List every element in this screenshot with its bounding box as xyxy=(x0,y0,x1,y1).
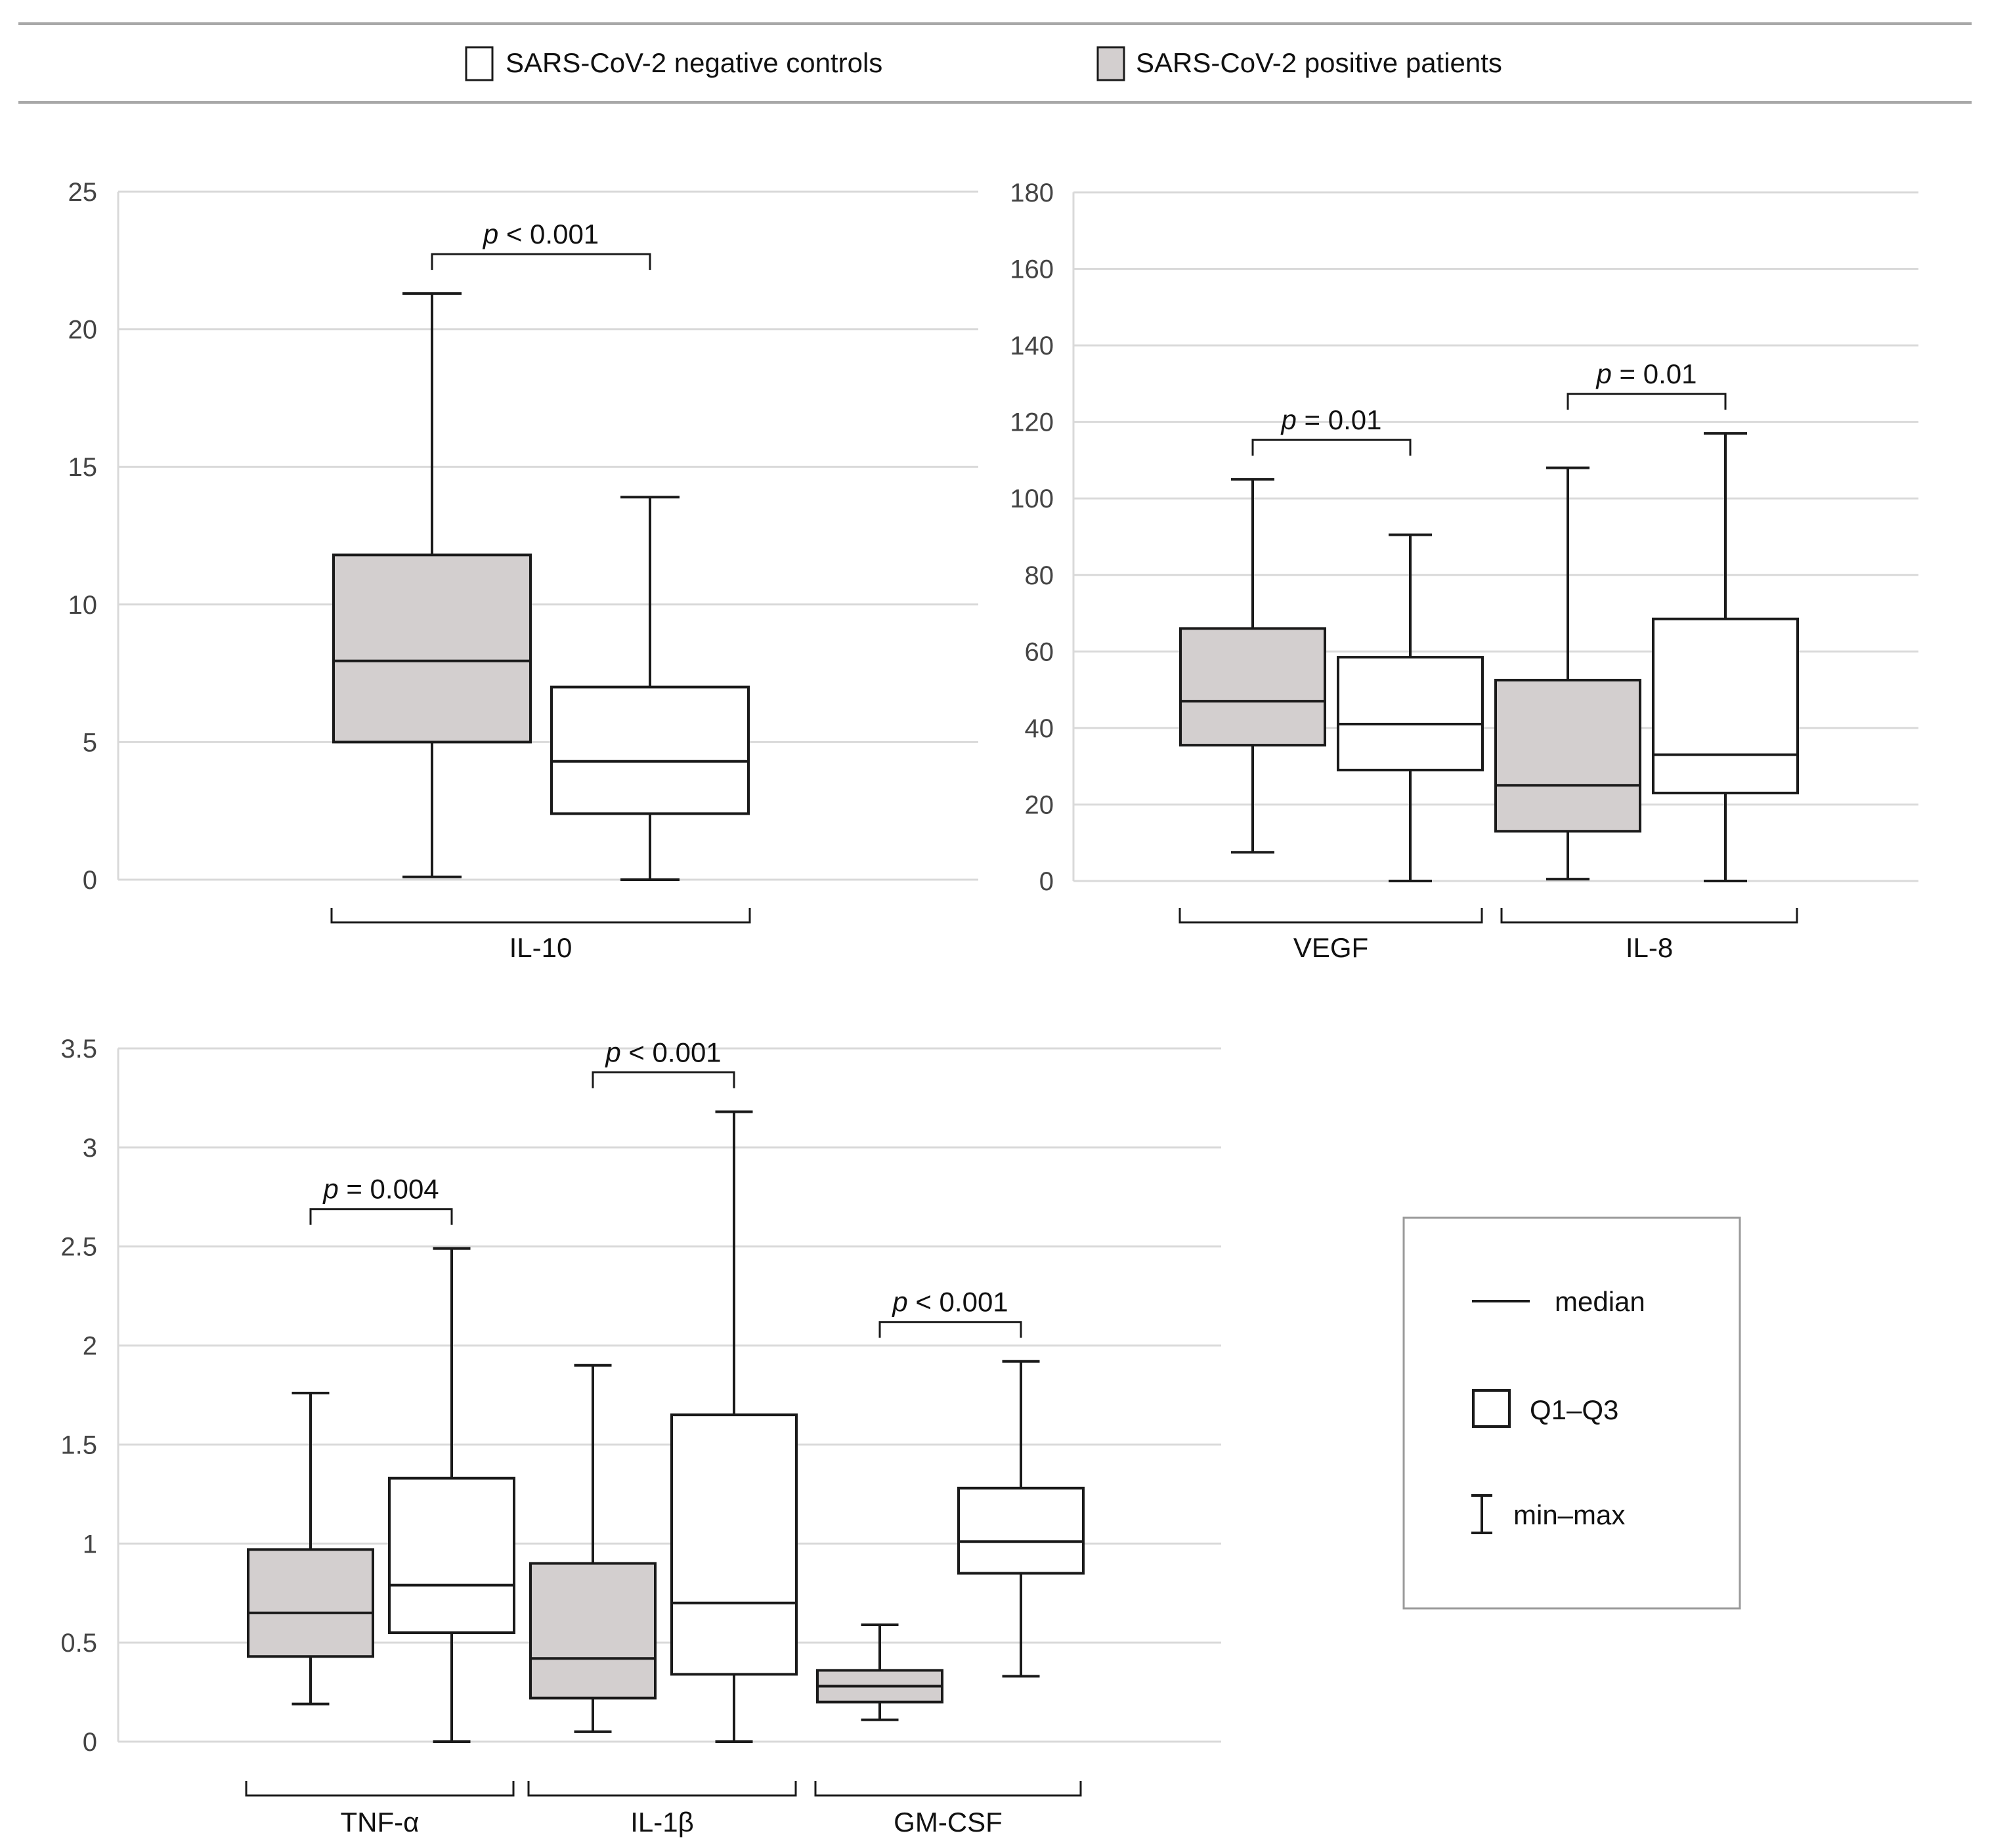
box-positive xyxy=(816,1623,943,1721)
group-IL-8: p = 0.01 IL-8 xyxy=(1494,358,1799,963)
top-legend: SARS-CoV-2 negative controls SARS-CoV-2 … xyxy=(18,22,1972,104)
category-bracket xyxy=(245,1781,515,1797)
iqr-box xyxy=(957,1486,1085,1575)
box-positive xyxy=(1179,478,1326,854)
panel-tnf-il1b-gmcsf: 0 0.5 1 1.5 2 2.5 3 3.5 p = 0.004 TNF-α p < 0.001 I… xyxy=(60,1035,1221,1837)
box-negative xyxy=(670,1110,798,1743)
box-negative xyxy=(1337,533,1484,882)
pvalue-bracket xyxy=(309,1208,453,1225)
y-tick-label: 40 xyxy=(1025,714,1054,743)
box-positive xyxy=(1494,466,1641,881)
legend-label-positive: SARS-CoV-2 positive patients xyxy=(1136,47,1502,78)
box-positive xyxy=(529,1364,657,1733)
iqr-box xyxy=(1337,656,1484,771)
y-tick-label: 1.5 xyxy=(60,1430,97,1459)
iqr-box xyxy=(550,685,750,815)
y-tick-label: 0 xyxy=(1039,867,1054,896)
group-IL-10: p < 0.001 IL-10 xyxy=(330,219,751,963)
y-tick-label: 2 xyxy=(83,1332,97,1361)
category-label: TNF-α xyxy=(341,1807,420,1837)
key-label-iqr: Q1–Q3 xyxy=(1530,1394,1618,1425)
pvalue-bracket xyxy=(1567,393,1727,410)
y-tick-label: 20 xyxy=(1025,790,1054,819)
pvalue-bracket xyxy=(1251,439,1412,456)
category-bracket xyxy=(1179,908,1483,924)
legend-label-negative: SARS-CoV-2 negative controls xyxy=(506,47,882,78)
y-tick-label: 0 xyxy=(83,1728,97,1757)
iqr-box xyxy=(1494,679,1641,833)
y-tick-label: 20 xyxy=(68,316,98,345)
y-tick-label: 1 xyxy=(83,1530,97,1558)
pvalue-bracket xyxy=(431,253,651,270)
box-negative xyxy=(1652,432,1799,882)
group-VEGF: p = 0.01 VEGF xyxy=(1179,404,1484,963)
y-tick-label: 160 xyxy=(1010,255,1054,284)
iqr-box xyxy=(529,1562,657,1700)
y-tick-label: 180 xyxy=(1010,179,1054,207)
key-label-median: median xyxy=(1555,1286,1645,1317)
box-negative xyxy=(957,1360,1085,1678)
y-tick-label: 3 xyxy=(83,1134,97,1163)
iqr-box xyxy=(247,1548,374,1658)
pvalue-label: p < 0.001 xyxy=(482,219,599,249)
group-IL-1β: p < 0.001 IL-1β xyxy=(527,1037,798,1837)
y-tick-label: 120 xyxy=(1010,408,1054,437)
category-bracket xyxy=(814,1781,1082,1797)
iqr-key-icon xyxy=(1472,1389,1511,1428)
iqr-box xyxy=(670,1413,798,1676)
y-tick-label: 0.5 xyxy=(60,1629,97,1658)
y-tick-label: 60 xyxy=(1025,637,1054,666)
category-label: IL-8 xyxy=(1626,932,1673,963)
y-tick-label: 3.5 xyxy=(60,1035,97,1064)
group-TNF-α: p = 0.004 TNF-α xyxy=(245,1174,515,1837)
box-negative xyxy=(550,496,750,881)
group-GM-CSF: p < 0.001 GM-CSF xyxy=(814,1287,1085,1837)
y-tick-label: 10 xyxy=(68,591,98,620)
y-tick-label: 80 xyxy=(1025,561,1054,590)
category-bracket xyxy=(527,1781,797,1797)
y-tick-label: 15 xyxy=(68,453,98,482)
pvalue-label: p < 0.001 xyxy=(604,1037,721,1068)
y-tick-label: 100 xyxy=(1010,484,1054,513)
box-positive xyxy=(247,1391,374,1706)
category-label: IL-10 xyxy=(509,932,573,963)
iqr-box xyxy=(388,1476,515,1635)
category-label: IL-1β xyxy=(630,1807,694,1837)
key-legend-frame xyxy=(1402,1216,1741,1610)
legend-swatch-positive xyxy=(1096,46,1125,81)
category-label: GM-CSF xyxy=(894,1807,1003,1837)
pvalue-label: p < 0.001 xyxy=(891,1287,1008,1318)
y-tick-label: 5 xyxy=(83,728,97,757)
box-positive xyxy=(332,292,532,878)
y-tick-label: 140 xyxy=(1010,332,1054,360)
y-tick-label: 0 xyxy=(83,866,97,895)
pvalue-label: p = 0.01 xyxy=(1595,358,1697,389)
category-bracket xyxy=(330,908,751,924)
range-key-icon xyxy=(1471,1494,1492,1534)
pvalue-bracket xyxy=(592,1071,735,1088)
panel-il10: 0 5 10 15 20 25 p < 0.001 IL-10 xyxy=(68,178,978,963)
pvalue-label: p = 0.01 xyxy=(1280,404,1382,435)
pvalue-label: p = 0.004 xyxy=(322,1174,439,1205)
y-tick-label: 2.5 xyxy=(60,1233,97,1262)
box-negative xyxy=(388,1247,515,1743)
key-legend: median Q1–Q3 min–max xyxy=(1402,1216,1741,1610)
pvalue-bracket xyxy=(878,1321,1022,1338)
iqr-box xyxy=(332,553,532,744)
legend-swatch-negative xyxy=(465,46,494,81)
key-label-range: min–max xyxy=(1513,1499,1625,1530)
iqr-box xyxy=(1179,627,1326,747)
category-bracket xyxy=(1500,908,1798,924)
y-tick-label: 25 xyxy=(68,178,98,207)
category-label: VEGF xyxy=(1293,932,1368,963)
iqr-box xyxy=(1652,617,1799,794)
